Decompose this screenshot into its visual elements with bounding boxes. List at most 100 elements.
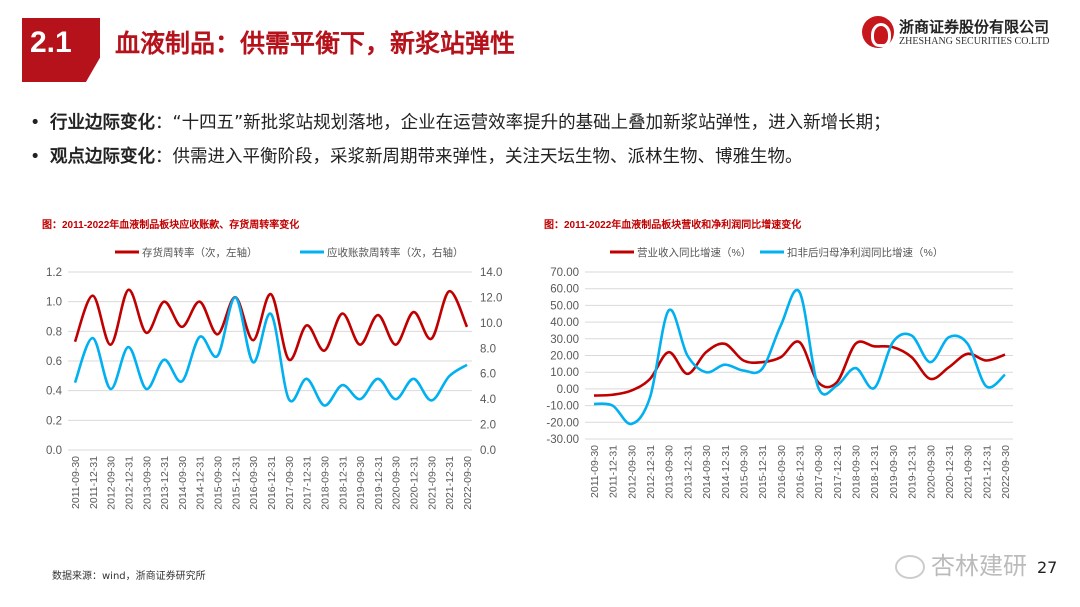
- x-tick-label: 2012-12-31: [123, 456, 135, 510]
- y-tick-label: 0.2: [46, 415, 62, 427]
- legend-label: 存货周转率（次，左轴）: [142, 246, 258, 259]
- x-tick-label: 2014-09-30: [177, 456, 189, 510]
- y-tick-label: 60.00: [550, 284, 579, 296]
- bullet-list: • 行业边际变化：“十四五”新批浆站规划落地，企业在运营效率提升的基础上叠加新浆站…: [30, 106, 891, 174]
- legend-label: 扣非后归母净利润同比增速（%）: [787, 246, 943, 259]
- series-line-1: [593, 288, 1006, 426]
- x-tick-label: 2017-12-31: [302, 456, 314, 510]
- page-title: 血液制品：供需平衡下，新浆站弹性: [115, 29, 516, 58]
- x-tick-label: 2017-12-31: [832, 445, 844, 499]
- x-tick-label: 2018-09-30: [319, 456, 331, 510]
- y2-tick-label: 10.0: [480, 318, 502, 330]
- x-tick-label: 2013-12-31: [682, 445, 694, 499]
- bullet-label: 观点边际变化: [50, 147, 155, 167]
- y-tick-label: 0.8: [46, 326, 62, 338]
- turnover-chart: 图：2011-2022年血液制品板块应收账款、存货周转率变化存货周转率（次，左轴…: [42, 218, 502, 510]
- growth-chart: 图：2011-2022年血液制品板块营收和净利润同比增速变化营业收入同比增速（%…: [544, 218, 1013, 499]
- y-tick-label: 0.0: [46, 445, 62, 457]
- x-tick-label: 2020-09-30: [925, 445, 937, 499]
- y-tick-label: 1.0: [46, 297, 62, 309]
- x-tick-label: 2013-09-30: [664, 445, 676, 499]
- x-tick-label: 2011-09-30: [70, 456, 82, 509]
- x-tick-label: 2016-09-30: [248, 456, 260, 510]
- y2-tick-label: 2.0: [480, 420, 496, 432]
- x-tick-label: 2012-09-30: [106, 456, 118, 510]
- y-tick-label: 10.00: [550, 367, 579, 379]
- y-tick-label: 40.00: [550, 317, 579, 329]
- section-number-badge: 2.1: [22, 18, 100, 82]
- x-tick-label: 2022-09-30: [462, 456, 474, 510]
- x-tick-label: 2015-09-30: [213, 456, 225, 510]
- logo-icon: [862, 16, 894, 48]
- x-tick-label: 2018-12-31: [337, 456, 349, 510]
- y2-tick-label: 14.0: [480, 267, 502, 279]
- bullet-text: ：“十四五”新批浆站规划落地，企业在运营效率提升的基础上叠加新浆站弹性，进入新增…: [155, 113, 891, 133]
- bullet-item: • 观点边际变化：供需进入平衡阶段，采浆新周期带来弹性，关注天坛生物、派林生物、博…: [30, 147, 803, 167]
- y-tick-label: 30.00: [550, 334, 579, 346]
- x-tick-label: 2013-12-31: [159, 456, 171, 510]
- x-tick-label: 2014-12-31: [720, 445, 732, 499]
- x-tick-label: 2021-09-30: [426, 456, 438, 510]
- x-tick-label: 2021-12-31: [981, 445, 993, 499]
- x-tick-label: 2020-09-30: [391, 456, 403, 510]
- chart-title: 图：2011-2022年血液制品板块营收和净利润同比增速变化: [544, 218, 801, 231]
- x-tick-label: 2020-12-31: [944, 445, 956, 499]
- legend-label: 营业收入同比增速（%）: [637, 246, 751, 259]
- wechat-icon: [895, 555, 925, 579]
- legend-label: 应收账款周转率（次，右轴）: [327, 246, 464, 259]
- y2-tick-label: 8.0: [480, 343, 496, 355]
- y-tick-label: -20.00: [546, 417, 579, 429]
- x-tick-label: 2017-09-30: [284, 456, 296, 510]
- chart-title: 图：2011-2022年血液制品板块应收账款、存货周转率变化: [42, 218, 299, 231]
- y2-tick-label: 4.0: [480, 394, 496, 406]
- x-tick-label: 2011-09-30: [589, 445, 601, 498]
- y-tick-label: 50.00: [550, 300, 579, 312]
- data-source: 数据来源：wind，浙商证券研究所: [52, 571, 206, 582]
- watermark: 杏林建研: [895, 546, 1027, 581]
- bullet-label: 行业边际变化: [50, 113, 155, 133]
- y-tick-label: -30.00: [546, 434, 579, 446]
- x-tick-label: 2014-12-31: [195, 456, 207, 510]
- y-tick-label: 0.00: [557, 384, 579, 396]
- x-tick-label: 2019-12-31: [373, 456, 385, 510]
- x-tick-label: 2012-12-31: [645, 445, 657, 499]
- logo-name-en: ZHESHANG SECURITIES CO.LTD: [899, 36, 1050, 47]
- series-line-1: [73, 296, 468, 407]
- y2-tick-label: 12.0: [480, 292, 502, 304]
- x-tick-label: 2017-09-30: [813, 445, 825, 499]
- y-tick-label: 70.00: [550, 267, 579, 279]
- x-tick-label: 2021-12-31: [444, 456, 456, 510]
- y2-tick-label: 6.0: [480, 369, 496, 381]
- x-tick-label: 2012-09-30: [626, 445, 638, 499]
- x-tick-label: 2015-09-30: [738, 445, 750, 499]
- watermark-text: 杏林建研: [931, 552, 1027, 580]
- section-number: 2.1: [30, 26, 72, 59]
- bullet-text: ：供需进入平衡阶段，采浆新周期带来弹性，关注天坛生物、派林生物、博雅生物。: [155, 147, 803, 167]
- page-number: 27: [1037, 558, 1058, 577]
- x-tick-label: 2016-09-30: [776, 445, 788, 499]
- x-tick-label: 2014-09-30: [701, 445, 713, 499]
- y-tick-label: 0.4: [46, 386, 63, 398]
- series-line-0: [73, 288, 469, 361]
- y-tick-label: 0.6: [46, 356, 62, 368]
- x-tick-label: 2011-12-31: [88, 456, 100, 509]
- y-tick-label: 20.00: [550, 351, 579, 363]
- company-logo: 浙商证券股份有限公司 ZHESHANG SECURITIES CO.LTD: [862, 16, 1052, 50]
- x-tick-label: 2018-09-30: [851, 445, 863, 499]
- x-tick-label: 2015-12-31: [757, 445, 769, 499]
- x-tick-label: 2016-12-31: [266, 456, 278, 510]
- x-tick-label: 2019-09-30: [355, 456, 367, 510]
- logo-name-cn: 浙商证券股份有限公司: [899, 18, 1050, 36]
- bullet-item: • 行业边际变化：“十四五”新批浆站规划落地，企业在运营效率提升的基础上叠加新浆站…: [30, 113, 891, 133]
- x-tick-label: 2013-09-30: [141, 456, 153, 510]
- x-tick-label: 2021-09-30: [963, 445, 975, 499]
- y2-tick-label: 0.0: [480, 445, 496, 457]
- x-tick-label: 2019-09-30: [888, 445, 900, 499]
- x-tick-label: 2019-12-31: [907, 445, 919, 499]
- y-tick-label: 1.2: [46, 267, 62, 279]
- x-tick-label: 2016-12-31: [795, 445, 807, 499]
- x-tick-label: 2011-12-31: [608, 445, 620, 498]
- x-tick-label: 2018-12-31: [869, 445, 881, 499]
- x-tick-label: 2022-09-30: [1000, 445, 1012, 499]
- x-tick-label: 2020-12-31: [409, 456, 421, 510]
